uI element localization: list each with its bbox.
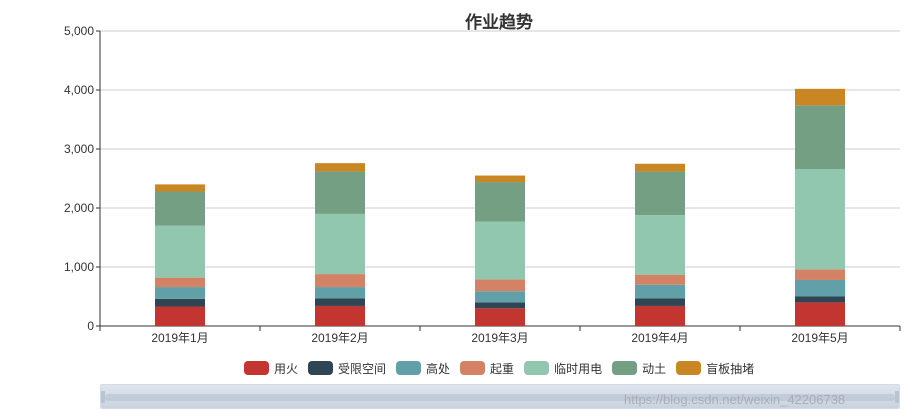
bar-segment — [315, 163, 365, 172]
bar-segment — [475, 175, 525, 183]
bar-segment — [475, 221, 525, 280]
legend-label: 受限空间 — [338, 361, 387, 376]
y-tick-label: 1,000 — [64, 260, 94, 274]
y-tick-label: 0 — [87, 319, 94, 333]
legend-label: 动土 — [642, 361, 667, 376]
legend-item[interactable]: 受限空间 — [308, 360, 386, 377]
bar-segment — [635, 215, 685, 275]
legend-item[interactable]: 临时用电 — [524, 360, 602, 377]
legend-label: 起重 — [490, 361, 515, 376]
bar-segment — [795, 105, 845, 170]
y-tick-label: 4,000 — [64, 83, 94, 97]
bar-segment — [635, 284, 685, 299]
legend-swatch — [244, 361, 269, 375]
bar-segment — [155, 184, 205, 192]
legend-swatch — [612, 361, 638, 375]
legend-label: 用火 — [274, 361, 299, 376]
legend-item[interactable]: 盲板抽堵 — [676, 360, 754, 377]
bar-segment — [795, 169, 845, 270]
bar-segment — [155, 191, 205, 226]
x-tick-label: 2019年4月 — [631, 331, 688, 345]
bar-segment — [795, 269, 845, 280]
x-tick-label: 2019年5月 — [791, 331, 848, 345]
bar-segment — [155, 225, 205, 278]
bar-segment — [635, 305, 685, 326]
bar-segment — [475, 302, 525, 309]
legend-item[interactable]: 起重 — [460, 360, 514, 377]
bar-segment — [155, 287, 205, 299]
bar-segment — [635, 298, 685, 306]
bar-segment — [475, 308, 525, 326]
legend-label: 高处 — [426, 361, 451, 376]
bar-segment — [475, 182, 525, 222]
bar-segment — [475, 279, 525, 292]
bar-segment — [635, 163, 685, 172]
y-tick-label: 2,000 — [64, 201, 94, 215]
chart-title: 作业趋势 — [465, 13, 533, 32]
x-tick-label: 2019年2月 — [311, 331, 368, 345]
legend-label: 盲板抽堵 — [706, 361, 755, 376]
data-zoom-slider[interactable] — [100, 384, 900, 409]
bar-segment — [315, 287, 365, 299]
legend-item[interactable]: 用火 — [244, 360, 298, 377]
bar-segment — [795, 302, 845, 326]
legend-swatch — [676, 361, 702, 375]
bar-segment — [795, 296, 845, 303]
legend-swatch — [308, 361, 334, 375]
bar-segment — [155, 277, 205, 288]
x-tick-label: 2019年1月 — [151, 331, 208, 345]
legend: 用火 受限空间 高处 起重 临时用电 动土 盲板抽堵 — [244, 360, 764, 376]
bar-segment — [155, 306, 205, 326]
legend-label: 临时用电 — [554, 361, 603, 376]
y-tick-label: 3,000 — [64, 142, 94, 156]
bar-segment — [315, 274, 365, 288]
legend-swatch — [460, 361, 486, 375]
bar-segment — [315, 213, 365, 275]
data-zoom-range[interactable] — [105, 394, 895, 401]
x-tick-label: 2019年3月 — [471, 331, 528, 345]
legend-swatch — [524, 361, 550, 375]
bar-segment — [315, 305, 365, 326]
bar-segment — [635, 171, 685, 216]
bar-segment — [795, 279, 845, 297]
data-zoom-right-handle[interactable] — [895, 391, 899, 403]
y-tick-label: 5,000 — [64, 24, 94, 38]
data-zoom-left-handle[interactable] — [101, 391, 105, 403]
legend-item[interactable]: 动土 — [612, 360, 666, 377]
bar-segment — [635, 274, 685, 285]
bar-segment — [155, 298, 205, 307]
bar-segment — [795, 88, 845, 106]
legend-item[interactable]: 高处 — [396, 360, 450, 377]
legend-swatch — [396, 361, 422, 375]
bar-segment — [315, 298, 365, 306]
watermark: https://blog.csdn.net/weixin_42206738 — [624, 392, 846, 407]
bar-segment — [475, 291, 525, 303]
bar-segment — [315, 171, 365, 214]
